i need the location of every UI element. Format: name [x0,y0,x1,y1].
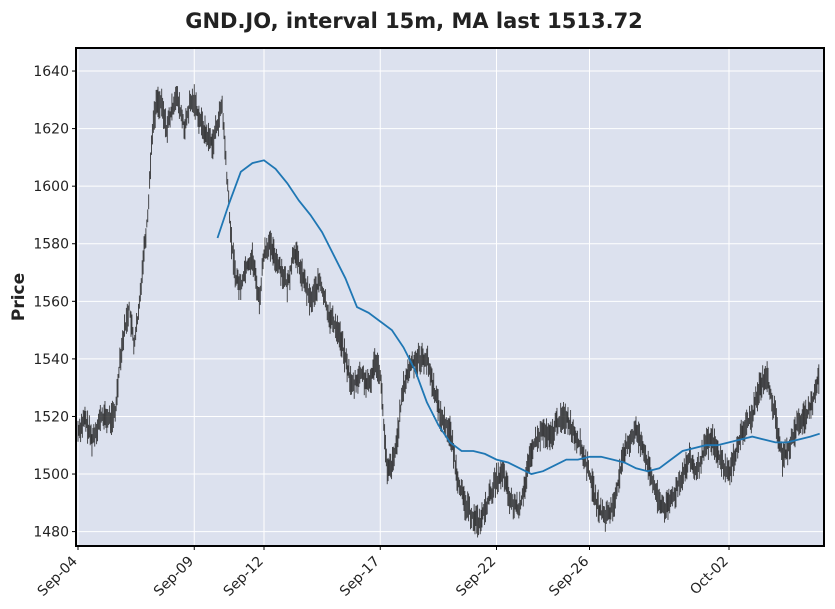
y-tick-label: 1520 [33,409,69,425]
y-tick-label: 1560 [33,294,69,310]
y-tick-label: 1620 [33,122,69,138]
chart-title: GND.JO, interval 15m, MA last 1513.72 [185,9,643,33]
x-tick-label: Sep-12 [221,554,267,600]
y-tick-label: 1500 [33,467,69,483]
x-tick-label: Sep-04 [35,553,81,599]
x-tick-label: Sep-26 [546,553,592,599]
y-axis-ticks: 1480 1500 1520 1540 1560 1580 1600 1620 1640 [33,64,76,541]
x-axis-ticks: Sep-04 Sep-09 Sep-12 Sep-17 Sep-22 Sep-26 Oct-… [35,546,732,600]
x-tick-label: Sep-09 [151,554,197,600]
candles [77,84,820,538]
y-tick-label: 1640 [33,64,69,80]
moving-average [216,159,820,475]
moving-average-line [216,159,820,475]
y-axis-label: Price [9,273,29,321]
y-tick-label: 1480 [33,525,69,541]
x-tick-label: Sep-22 [453,554,499,600]
plot-area [76,48,824,546]
x-tick-label: Sep-17 [337,554,383,600]
y-tick-label: 1600 [33,179,69,195]
y-tick-label: 1540 [33,352,69,368]
plot-frame [75,47,825,547]
y-tick-label: 1580 [33,237,69,253]
x-tick-label: Oct-02 [687,554,732,599]
